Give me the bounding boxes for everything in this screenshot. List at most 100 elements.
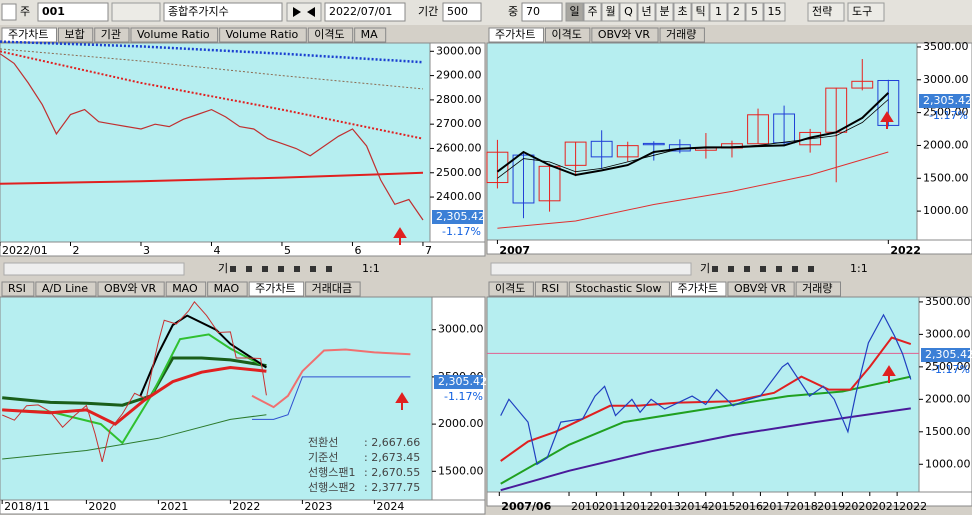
tab[interactable]	[130, 27, 219, 43]
interval-button[interactable]	[763, 2, 786, 22]
interval-label: 초	[677, 5, 687, 18]
price-box	[921, 348, 970, 362]
x-tick-label: 3	[143, 244, 150, 257]
tab[interactable]	[1, 281, 35, 297]
tab-label: 주가차트	[255, 282, 295, 295]
interval-button[interactable]	[637, 2, 656, 22]
interval-button[interactable]	[601, 2, 620, 22]
y-tick-label: 2900.00	[436, 69, 482, 82]
tab-label: OBV와 VR	[104, 282, 157, 295]
tool-icons[interactable]	[111, 2, 161, 22]
tab[interactable]	[97, 281, 165, 297]
tab[interactable]	[207, 281, 248, 297]
series-line	[0, 53, 424, 221]
scroll-track[interactable]	[490, 262, 692, 276]
y-tick-label: 3000.00	[436, 44, 482, 57]
tab[interactable]	[219, 27, 307, 43]
tab[interactable]	[670, 281, 727, 297]
interval-button[interactable]	[745, 2, 764, 22]
y-tick-label: 2400.00	[436, 190, 482, 203]
x-tick-label: 6	[354, 244, 361, 257]
candle-body	[538, 165, 561, 202]
series-line	[139, 314, 267, 397]
x-tick-label: 2016	[735, 500, 763, 513]
name-input[interactable]	[163, 2, 283, 22]
price-label: 2,305.42	[438, 375, 487, 388]
change-label: -1.17%	[931, 363, 970, 376]
tab[interactable]	[568, 281, 670, 297]
candle-body	[486, 151, 509, 184]
interval-label: 2	[733, 5, 740, 18]
interval-button[interactable]	[727, 2, 746, 22]
tab[interactable]	[591, 27, 659, 43]
x-tick-label: 2020	[88, 500, 116, 513]
menu-button[interactable]	[807, 2, 845, 22]
x-tick-label: 2020	[844, 500, 872, 513]
tab[interactable]	[727, 281, 795, 297]
series-line	[251, 348, 411, 409]
series-line	[497, 151, 889, 229]
x-tick-label: 2007/06	[501, 500, 551, 513]
period-label: 기간	[418, 5, 438, 18]
interval-button[interactable]	[691, 2, 710, 22]
x-tick-label: 7	[425, 244, 432, 257]
x-tick-label: 2024	[376, 500, 404, 513]
x-axis-area	[486, 239, 972, 255]
tab[interactable]	[307, 27, 354, 43]
tab[interactable]	[354, 27, 387, 43]
tab[interactable]	[57, 27, 94, 43]
tab-label: 보합	[64, 28, 84, 41]
tab-label: RSI	[8, 282, 26, 295]
interval-button[interactable]	[655, 2, 674, 22]
tab[interactable]	[534, 281, 568, 297]
menu-label: 전략	[812, 5, 832, 18]
interval-button[interactable]	[583, 2, 602, 22]
date-input[interactable]	[324, 2, 406, 22]
tab[interactable]	[544, 27, 591, 43]
series-line	[497, 99, 889, 179]
interval-label: 월	[605, 5, 615, 18]
tab[interactable]	[35, 281, 97, 297]
interval-label: 년	[641, 5, 651, 18]
tab-label: RSI	[541, 282, 559, 295]
menu-button[interactable]	[847, 2, 885, 22]
series-line	[500, 375, 912, 485]
nav-buttons[interactable]	[286, 2, 322, 22]
period-input[interactable]	[442, 2, 482, 22]
x-tick-label: 2019	[817, 500, 845, 513]
y-tick-label: 3500.00	[925, 295, 971, 308]
tab[interactable]	[795, 281, 841, 297]
tab[interactable]	[248, 281, 305, 297]
tab[interactable]	[94, 27, 130, 43]
interval-button[interactable]	[565, 2, 584, 22]
tab[interactable]	[165, 281, 207, 297]
mid: 70	[526, 5, 540, 18]
legend-name: 선행스팬2	[308, 481, 355, 494]
code-input[interactable]	[37, 2, 109, 22]
x-tick-label: 2017	[762, 500, 790, 513]
series-line	[2, 365, 267, 426]
interval-button[interactable]	[619, 2, 638, 22]
series-line	[252, 376, 411, 420]
tab[interactable]	[305, 281, 361, 297]
tab[interactable]	[488, 281, 534, 297]
plot-area	[486, 42, 918, 241]
tab[interactable]	[659, 27, 705, 43]
price-label: 2,305.42	[436, 210, 485, 223]
mid-input[interactable]	[521, 2, 563, 22]
series-line	[500, 313, 912, 466]
y-tick-label: 2500.00	[923, 106, 969, 119]
legend-value: : 2,673.45	[364, 451, 420, 464]
interval-button[interactable]	[709, 2, 728, 22]
x-tick-label: 2010	[571, 500, 599, 513]
plot-area	[486, 296, 920, 493]
series-line	[0, 50, 424, 140]
y-tick-label: 1500.00	[438, 464, 484, 477]
scroll-track[interactable]	[3, 262, 185, 276]
series-line	[2, 414, 267, 460]
tab[interactable]	[488, 27, 544, 43]
interval-button[interactable]	[673, 2, 692, 22]
tab-label: Volume Ratio	[226, 28, 299, 41]
plot-area	[0, 42, 431, 243]
candle-body	[564, 141, 587, 166]
